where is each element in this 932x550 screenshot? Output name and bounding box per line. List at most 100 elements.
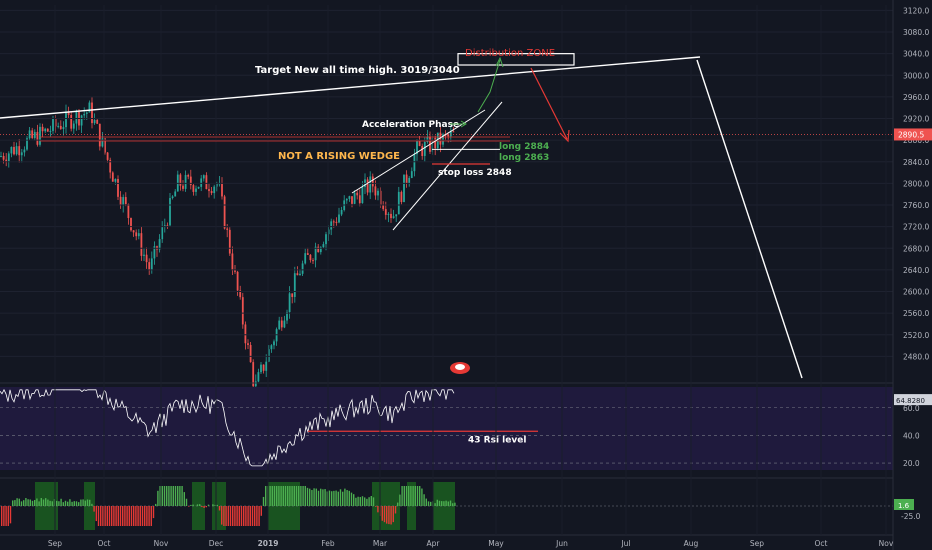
histogram-bar (207, 504, 210, 506)
histogram-bar (377, 506, 379, 513)
histogram-bar (423, 494, 425, 506)
histogram-bar (234, 506, 236, 526)
projection-arrow-up (477, 59, 501, 113)
histogram-bar (271, 486, 273, 506)
histogram-bar (390, 506, 392, 525)
histogram-bar (177, 486, 179, 506)
histogram-bar (188, 506, 190, 507)
histogram-bar (427, 501, 430, 506)
histogram-bar (124, 506, 126, 526)
histogram-bar (190, 504, 192, 506)
y-tick-label: 2640.0 (903, 266, 929, 275)
candle-body (0, 156, 2, 158)
histogram-bar (443, 501, 445, 506)
x-tick-label: Jul (620, 539, 630, 548)
histogram-bar (251, 506, 254, 526)
rsi-tick-label: 60.0 (903, 404, 920, 413)
candle-body (124, 197, 127, 205)
histogram-bar (172, 486, 174, 506)
histogram-bar (214, 504, 216, 506)
histogram-bar (122, 506, 124, 526)
histogram-bar (174, 486, 177, 506)
candle-body (317, 246, 320, 253)
x-tick-label: Oct (815, 539, 828, 548)
histogram-bar (280, 486, 282, 506)
histogram-bar (157, 490, 159, 506)
histogram-bar (293, 486, 295, 506)
histogram-bar (201, 506, 203, 508)
candle-body (452, 131, 455, 133)
histogram-bar (408, 486, 410, 506)
candle-body (7, 153, 10, 162)
projection-arrow-down (530, 67, 568, 140)
histogram-bar (289, 486, 291, 506)
histogram-bar (324, 489, 326, 506)
candle-body (221, 183, 223, 197)
y-tick-label: 2560.0 (903, 309, 929, 318)
candle-body (36, 131, 39, 145)
candle-body (442, 134, 444, 145)
candle-body (397, 191, 400, 215)
candle-body (49, 130, 52, 132)
histogram-bar (130, 506, 133, 526)
histogram-bar (155, 503, 157, 506)
histogram-bar (434, 503, 436, 506)
candle-body (234, 270, 236, 272)
histogram-bar (419, 486, 421, 506)
candle-body (85, 112, 88, 114)
candle-body (252, 362, 255, 387)
candle-body (72, 123, 75, 129)
histogram-bar (238, 506, 240, 526)
candle-body (41, 126, 44, 132)
rsi-tick-label: 20.0 (903, 459, 920, 468)
histogram-bar (425, 498, 427, 506)
histogram-bar (388, 506, 390, 525)
y-tick-label: 3080.0 (903, 28, 929, 37)
candle-body (286, 312, 288, 321)
histogram-bar (386, 506, 388, 524)
candle-body (361, 186, 364, 204)
candle-body (54, 118, 57, 127)
candle-body (91, 102, 93, 124)
histogram-bar (95, 506, 97, 522)
histogram-bar (111, 506, 113, 526)
histogram-bar (9, 506, 12, 524)
histogram-bar (326, 491, 328, 506)
candle-body (348, 196, 351, 199)
candle-body (158, 239, 161, 250)
histogram-green-zone (192, 482, 205, 530)
candle-body (330, 221, 333, 230)
candle-body (215, 183, 218, 187)
trendline-resistance (0, 56, 701, 119)
histogram-bar (278, 486, 280, 506)
histogram-bar (192, 504, 194, 506)
rsi-pane[interactable]: 43 Rsi level (0, 387, 893, 470)
candle-body (403, 174, 405, 203)
histogram-bar (29, 499, 31, 506)
candle-body (111, 172, 114, 182)
projection-line (696, 59, 803, 379)
x-tick-label: May (488, 539, 504, 548)
candle-body (20, 152, 23, 156)
candle-body (31, 130, 34, 138)
histogram-bar (383, 506, 386, 523)
hist-value-label: 1.6 (898, 502, 910, 510)
candle-body (312, 260, 314, 262)
candle-body (405, 174, 408, 184)
histogram-bar (27, 499, 29, 506)
histogram-green-zone (35, 482, 58, 530)
candle-body (306, 253, 309, 255)
candle-body (356, 192, 359, 196)
candle-body (148, 262, 151, 270)
histogram-bar (78, 502, 80, 506)
histogram-bar (359, 497, 361, 506)
candle-body (114, 178, 117, 182)
histogram-bar (113, 506, 115, 526)
candle-body (382, 205, 385, 210)
histogram-bar (337, 491, 339, 506)
histogram-bar (137, 506, 139, 526)
histogram-pane[interactable] (0, 482, 893, 530)
candle-body (122, 197, 125, 206)
candle-body (231, 253, 234, 271)
